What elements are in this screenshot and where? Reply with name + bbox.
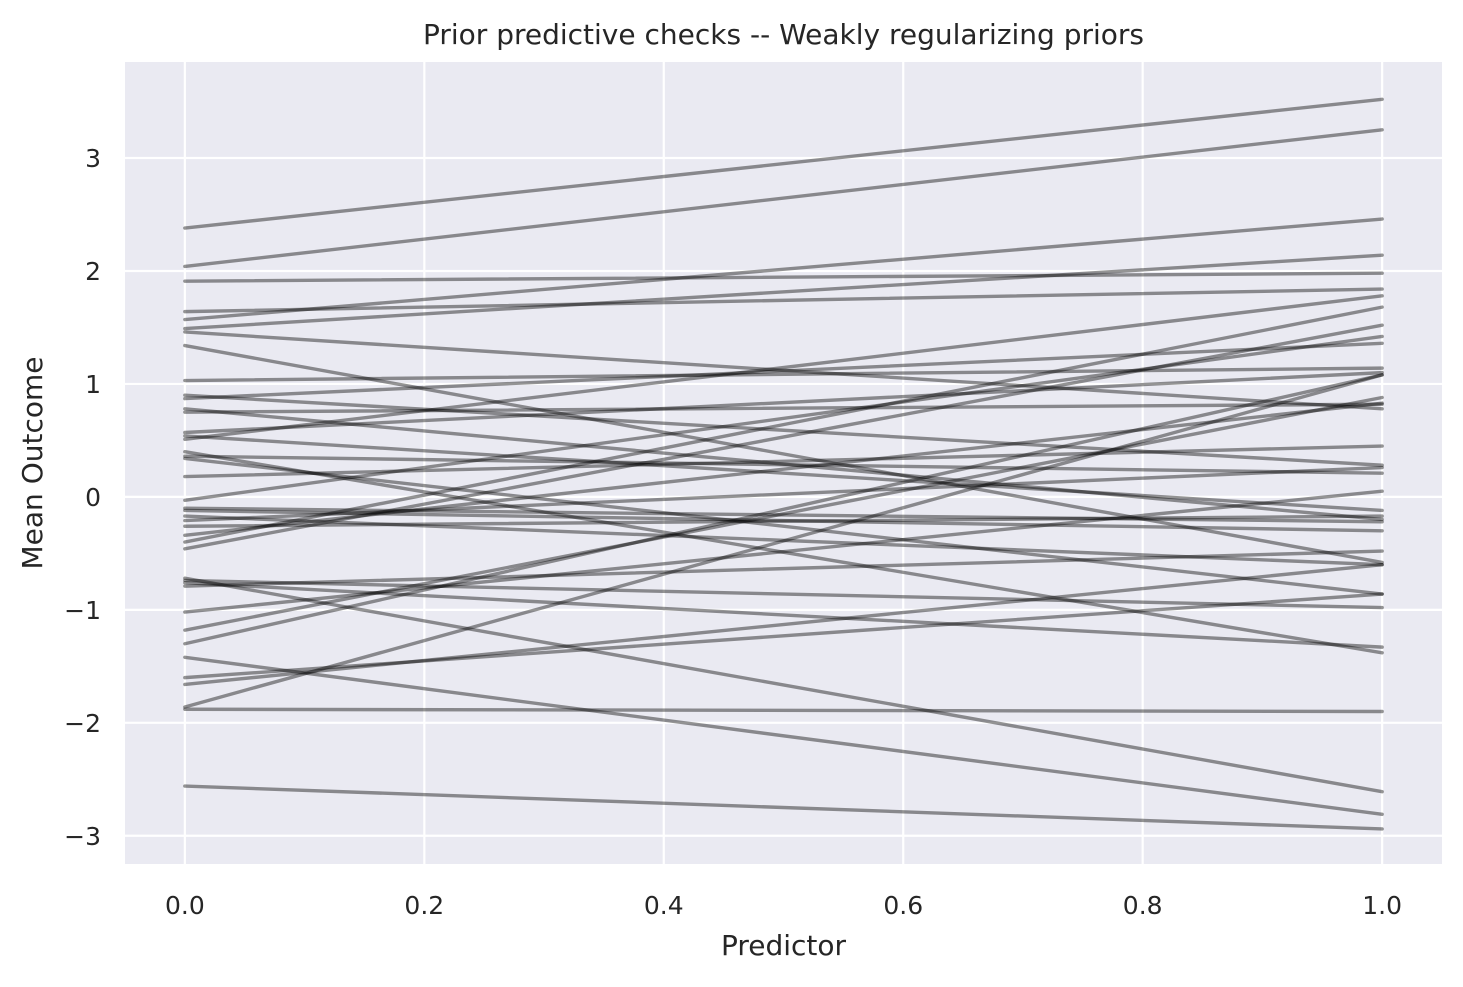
prior-sample-line	[183, 401, 1384, 537]
prior-sample-line	[183, 294, 1384, 441]
prior-sample-line	[183, 217, 1384, 322]
plot-background	[125, 62, 1442, 864]
y-axis-title: Mean Outcome	[16, 357, 49, 570]
prior-sample-line	[183, 450, 1384, 655]
x-tick-label: 1.0	[1362, 891, 1402, 920]
prior-sample-line	[183, 370, 1384, 435]
prior-sample-line	[183, 576, 1384, 794]
x-tick-label: 0.2	[404, 891, 444, 920]
prior-sample-line	[183, 128, 1384, 269]
x-tick-labels: 0.0 0.2 0.4 0.6 0.8 1.0	[165, 891, 1402, 920]
prior-sample-line	[183, 395, 1384, 632]
prior-sample-line	[183, 592, 1384, 680]
prior-sample-line	[183, 456, 1384, 596]
prior-sample-line	[183, 549, 1384, 588]
prior-sample-line	[183, 253, 1384, 331]
prior-sample-line	[183, 655, 1384, 816]
prior-sample-line	[183, 271, 1384, 283]
x-tick-label: 0.4	[644, 891, 684, 920]
prior-sample-line	[183, 305, 1384, 544]
prior-sample-line	[183, 373, 1384, 646]
y-tick-label: −2	[64, 709, 101, 738]
prior-sample-line	[183, 97, 1384, 230]
y-tick-labels: 3 2 1 0 −1 −2 −3	[64, 144, 101, 851]
y-tick-label: 3	[85, 144, 101, 173]
prior-sample-line	[183, 373, 1384, 709]
prior-sample-line	[183, 323, 1384, 551]
prior-sample-line	[183, 581, 1384, 649]
prior-sample-line	[183, 784, 1384, 831]
prior-sample-line	[183, 562, 1384, 687]
y-tick-label: −3	[64, 822, 101, 851]
prior-sample-line	[183, 434, 1384, 513]
y-tick-label: 2	[85, 257, 101, 286]
prior-sample-line	[183, 489, 1384, 614]
prior-sample-line	[183, 330, 1384, 411]
y-tick-label: −1	[64, 596, 101, 625]
prior-sample-line	[183, 407, 1384, 522]
chart-title: Prior predictive checks -- Weakly regula…	[423, 18, 1144, 51]
prior-sample-line	[183, 287, 1384, 314]
y-tick-label: 0	[85, 483, 101, 512]
x-axis-title: Predictor	[721, 929, 847, 962]
x-tick-label: 0.6	[883, 891, 923, 920]
prior-sample-line	[183, 393, 1384, 467]
series-layer	[183, 97, 1384, 831]
prior-sample-line	[183, 707, 1384, 714]
prior-sample-line	[183, 514, 1384, 567]
prior-sample-line	[183, 465, 1384, 523]
prior-sample-line	[183, 341, 1384, 401]
prior-sample-line	[183, 402, 1384, 414]
prior-sample-line	[183, 343, 1384, 565]
x-tick-label: 0.8	[1123, 891, 1163, 920]
prior-sample-line	[183, 578, 1384, 610]
x-tick-label: 0.0	[165, 891, 205, 920]
prior-sample-line	[183, 366, 1384, 383]
grid-layer	[125, 62, 1442, 864]
prior-sample-line	[183, 508, 1384, 533]
prior-sample-line	[183, 334, 1384, 502]
prior-sample-line	[183, 454, 1384, 475]
prior-sample-line	[183, 514, 1384, 528]
prior-sample-line	[183, 444, 1384, 479]
y-tick-label: 1	[85, 370, 101, 399]
prior-sample-line	[183, 506, 1384, 524]
